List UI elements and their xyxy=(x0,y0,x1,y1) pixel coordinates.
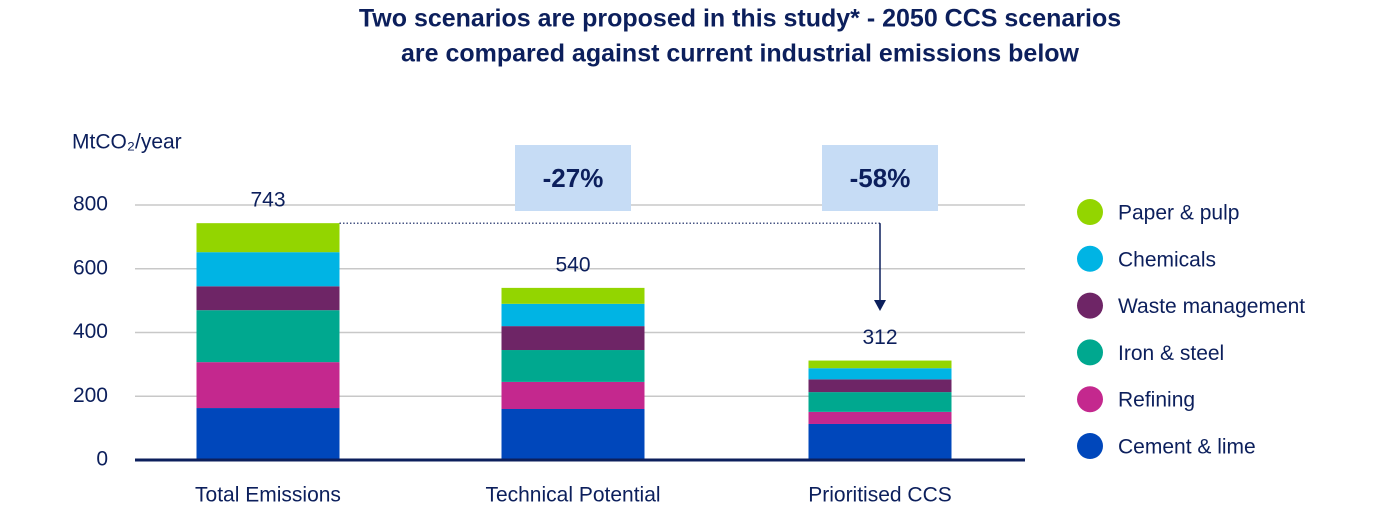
annotation: -27% xyxy=(543,163,604,193)
bar-segment xyxy=(808,368,952,380)
x-tick-label: Total Emissions xyxy=(195,484,341,507)
bar-segment xyxy=(501,409,645,460)
x-tick-label: Technical Potential xyxy=(485,484,660,507)
bar-segment xyxy=(196,252,340,287)
bar-segment xyxy=(196,310,340,363)
legend-swatch xyxy=(1077,199,1103,225)
bar-segment xyxy=(501,303,645,327)
bar-segment xyxy=(196,286,340,311)
legend-label: Iron & steel xyxy=(1118,342,1224,365)
legend-label: Waste management xyxy=(1118,295,1305,318)
legend-label: Refining xyxy=(1118,389,1195,412)
bar-segment xyxy=(808,411,952,424)
bar-segment xyxy=(196,408,340,460)
legend-swatch xyxy=(1077,339,1103,366)
y-tick-label: 200 xyxy=(73,384,108,407)
annotation-box xyxy=(822,145,938,211)
bar-segment xyxy=(808,423,952,460)
x-tick-label: Prioritised CCS xyxy=(808,484,952,507)
total-label: 540 xyxy=(555,253,590,276)
y-axis-label: MtCO₂/year xyxy=(72,131,182,154)
bar-segment xyxy=(808,379,952,393)
bar-segment xyxy=(808,360,952,369)
y-tick-label: 0 xyxy=(96,448,108,471)
legend-swatch xyxy=(1077,292,1103,319)
bar-segment xyxy=(196,223,340,253)
total-label: 312 xyxy=(862,326,897,349)
bar-segment xyxy=(808,392,952,412)
y-tick-label: 800 xyxy=(73,193,108,216)
bar-segment xyxy=(501,350,645,382)
legend-label: Cement & lime xyxy=(1118,436,1256,459)
total-label: 743 xyxy=(250,189,285,212)
y-tick-label: 400 xyxy=(73,320,108,343)
chart-title: are compared against current industrial … xyxy=(401,40,1080,68)
legend-label: Chemicals xyxy=(1118,248,1216,271)
legend-swatch xyxy=(1077,433,1103,459)
legend-label: Paper & pulp xyxy=(1118,202,1239,225)
bar-segment xyxy=(501,326,645,351)
y-tick-label: 600 xyxy=(73,256,108,279)
annotation-box xyxy=(515,145,631,211)
bar-segment xyxy=(501,381,645,409)
legend-swatch xyxy=(1077,245,1103,272)
arrow-head xyxy=(874,300,886,311)
bar-segment xyxy=(501,287,645,304)
annotation: -58% xyxy=(850,163,911,193)
legend-swatch xyxy=(1077,386,1103,413)
chart-title: Two scenarios are proposed in this study… xyxy=(359,5,1121,33)
bar-segment xyxy=(196,362,340,409)
